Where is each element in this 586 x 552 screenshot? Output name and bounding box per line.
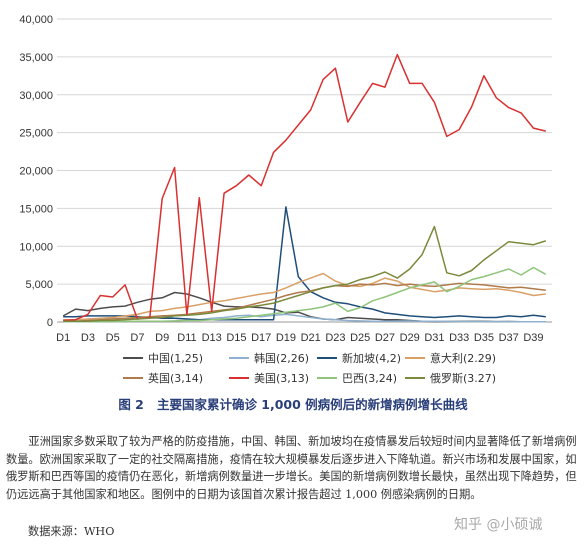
- y-tick-label: 15,000: [19, 203, 53, 215]
- y-tick-label: 20,000: [19, 166, 53, 178]
- legend-item: 意大利(2.29): [405, 351, 496, 365]
- y-tick-label: 30,000: [19, 90, 53, 102]
- legend-item: 韩国(2,26): [229, 351, 309, 365]
- x-tick-label: D21: [301, 332, 321, 344]
- legend-label: 新加坡(4,2): [342, 351, 401, 365]
- y-tick-label: 0: [47, 317, 53, 329]
- legend-item: 俄罗斯(3.27): [405, 372, 496, 385]
- x-tick-label: D1: [56, 332, 70, 344]
- legend-label: 俄罗斯(3.27): [430, 372, 496, 385]
- y-tick-label: 35,000: [19, 52, 53, 64]
- series-line: [63, 225, 547, 322]
- x-tick-label: D31: [424, 332, 444, 344]
- y-axis-tick-labels: 0 5,000 10,000 15,000 20,000 25,000 30,000 35,0…: [19, 14, 53, 329]
- description-paragraph: 亚洲国家多数采取了较为严格的防疫措施，中国、韩国、新加坡均在疫情暴发后较短时间内…: [6, 435, 577, 501]
- legend-label: 美国(3,13): [254, 372, 309, 385]
- series-lines: [62, 53, 547, 323]
- legend-item: 美国(3,13): [229, 372, 309, 385]
- x-tick-label: D11: [177, 332, 196, 344]
- y-tick-label: 10,000: [19, 241, 53, 253]
- x-tick-label: D15: [226, 332, 246, 344]
- x-tick-label: D7: [130, 332, 144, 344]
- gridlines: [57, 18, 552, 285]
- x-tick-label: D3: [81, 332, 95, 344]
- legend-item: 中国(1,25): [123, 352, 203, 365]
- x-tick-label: D25: [350, 332, 370, 344]
- x-tick-label: D19: [276, 332, 296, 344]
- x-axis-tick-labels: D1 D3 D5 D7 D9 D11 D13 D15 D17 D19 D21 D23 D25 D27 D29…: [56, 332, 543, 344]
- legend-label: 英国(3,14): [148, 371, 203, 385]
- figure-title: 主要国家累计确诊 1,000 例病例后的新增病例增长曲线: [156, 397, 468, 412]
- x-tick-label: D17: [251, 332, 271, 344]
- x-tick-label: D35: [474, 332, 494, 344]
- y-tick-label: 40,000: [19, 14, 53, 26]
- legend-label: 巴西(3,24): [342, 372, 397, 385]
- series-line: [63, 272, 546, 321]
- y-tick-label: 25,000: [19, 128, 53, 140]
- x-tick-label: D33: [449, 332, 469, 344]
- legend-item: 巴西(3,24): [317, 372, 397, 385]
- legend-item: 英国(3,14): [123, 371, 203, 385]
- series-line: [63, 266, 547, 323]
- watermark: 知乎 @小硕诚: [454, 517, 543, 533]
- x-tick-label: D39: [523, 332, 543, 344]
- y-tick-label: 5,000: [25, 279, 53, 291]
- legend-item: 新加坡(4,2): [317, 351, 401, 365]
- legend-label: 中国(1,25): [148, 352, 203, 365]
- legend-label: 韩国(2,26): [254, 351, 309, 365]
- figure-label: 图 2: [118, 397, 144, 412]
- legend: 中国(1,25) 韩国(2,26) 新加坡(4,2) 意大利(2.29) 英国(3,14…: [123, 351, 496, 385]
- x-tick-label: D27: [375, 332, 395, 344]
- x-tick-label: D23: [325, 332, 345, 344]
- x-tick-label: D9: [155, 332, 169, 344]
- figure-caption: 图 2 主要国家累计确诊 1,000 例病例后的新增病例增长曲线: [0, 394, 586, 413]
- data-source: 数据来源：WHO: [28, 525, 115, 538]
- x-tick-label: D29: [400, 332, 420, 344]
- line-chart: 0 5,000 10,000 15,000 20,000 25,000 30,000 35,0…: [19, 14, 552, 385]
- legend-label: 意大利(2.29): [430, 351, 496, 365]
- x-tick-label: D37: [499, 332, 519, 344]
- x-tick-label: D5: [106, 332, 120, 344]
- x-tick-label: D13: [202, 332, 222, 344]
